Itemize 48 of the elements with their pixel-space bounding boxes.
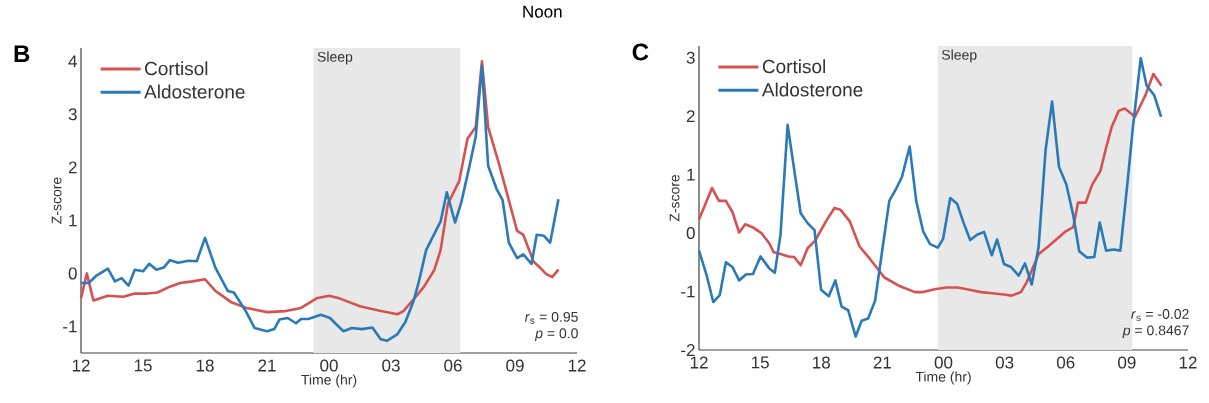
x-tick-label: 12: [72, 359, 90, 372]
x-tick-label: 06: [1056, 356, 1075, 369]
x-tick-label: 21: [258, 359, 276, 372]
y-tick-label: 1: [69, 214, 77, 227]
y-tick-label: 2: [686, 110, 695, 123]
x-tick-label: 09: [506, 359, 524, 372]
x-tick-label: 15: [134, 359, 152, 372]
legend-label: Aldosterone: [144, 84, 245, 99]
x-tick-label: 18: [196, 359, 214, 372]
y-tick-label: 0: [686, 227, 695, 240]
y-axis-title: Z-score: [51, 177, 62, 224]
x-tick-label: 21: [873, 356, 891, 369]
x-axis-title: Time (hr): [301, 374, 357, 388]
x-tick-label: 09: [1118, 356, 1136, 369]
line-series: [697, 72, 1163, 297]
x-tick-label: 18: [813, 356, 830, 369]
x-axis-title: Time (hr): [915, 371, 971, 385]
x-tick-label: 12: [690, 356, 708, 369]
annotation: r$_{s}$ = 0.95: [524, 311, 578, 324]
x-tick-label: 12: [568, 359, 586, 372]
y-tick-label: -1: [63, 320, 77, 333]
y-tick-label: 4: [68, 55, 77, 68]
y-axis-title: Z-score: [669, 174, 680, 222]
legend-label: Aldosterone: [761, 82, 863, 97]
band-label: Sleep: [317, 51, 353, 65]
y-tick-label: 1: [687, 168, 695, 181]
chart-title: C: [632, 43, 649, 61]
chart-title: B: [14, 45, 30, 62]
text: Noon: [523, 5, 562, 18]
x-tick-label: 03: [382, 359, 400, 372]
band-label: Sleep: [941, 49, 977, 63]
y-tick-label: 0: [68, 267, 77, 280]
x-tick-label: 15: [751, 356, 769, 369]
annotation: r$_{s}$ = -0.02: [1131, 309, 1189, 322]
y-tick-label: 2: [68, 161, 77, 174]
annotation: p = 0.0: [534, 328, 578, 342]
x-tick-label: 06: [444, 359, 462, 372]
x-tick-label: 00: [934, 356, 953, 369]
y-tick-label: 3: [686, 51, 695, 64]
y-tick-label: 3: [68, 108, 77, 121]
legend-label: Cortisol: [145, 61, 208, 76]
y-tick-label: -1: [681, 285, 695, 298]
x-tick-label: 00: [320, 359, 338, 372]
x-tick-label: 12: [1179, 356, 1197, 369]
y-tick-label: -2: [681, 344, 695, 356]
annotation: p = 0.8467: [1122, 325, 1189, 339]
legend-label: Cortisol: [762, 59, 825, 74]
x-tick-label: 03: [995, 356, 1014, 369]
